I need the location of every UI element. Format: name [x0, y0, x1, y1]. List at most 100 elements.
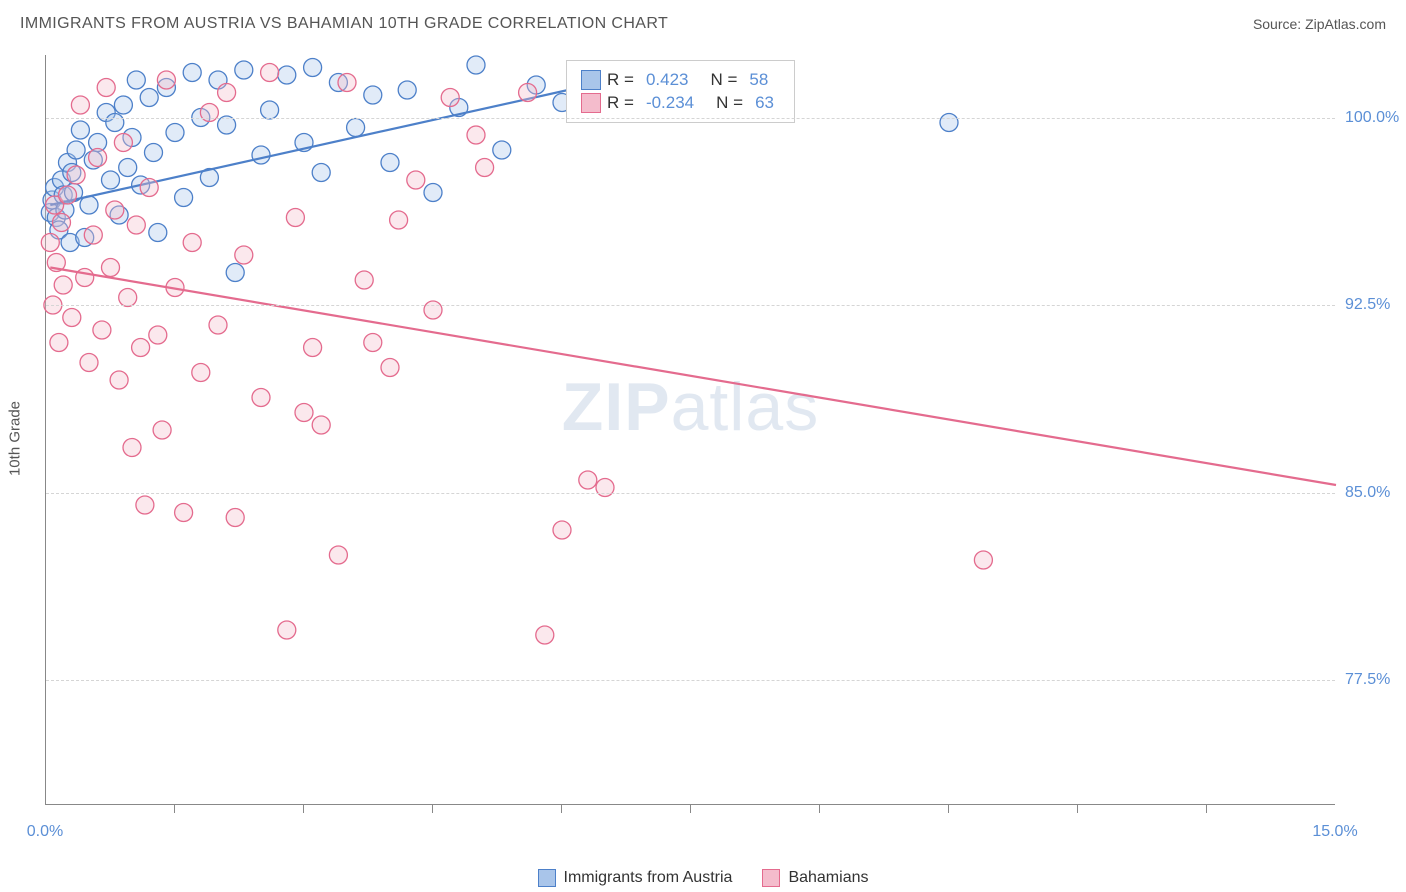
scatter-point	[519, 84, 537, 102]
legend-swatch	[762, 869, 780, 887]
scatter-point	[110, 371, 128, 389]
y-axis-label: 10th Grade	[7, 401, 24, 476]
legend-item: Bahamians	[762, 869, 868, 887]
scatter-point	[123, 439, 141, 457]
scatter-point	[93, 321, 111, 339]
scatter-point	[278, 66, 296, 84]
scatter-point	[261, 101, 279, 119]
scatter-point	[175, 504, 193, 522]
y-tick-label: 92.5%	[1345, 296, 1390, 314]
stats-row: R =0.423N =58	[581, 70, 780, 90]
scatter-point	[52, 214, 70, 232]
scatter-point	[286, 209, 304, 227]
chart-header: IMMIGRANTS FROM AUSTRIA VS BAHAMIAN 10TH…	[20, 15, 1386, 33]
stats-n-value: 58	[749, 70, 768, 90]
scatter-point	[102, 259, 120, 277]
scatter-point	[295, 404, 313, 422]
scatter-point	[304, 59, 322, 77]
legend-label: Bahamians	[788, 869, 868, 887]
stats-r-value: -0.234	[646, 93, 694, 113]
plot-region: ZIPatlas R =0.423N =58R =-0.234N =63	[45, 55, 1335, 805]
legend-item: Immigrants from Austria	[538, 869, 733, 887]
scatter-point	[67, 166, 85, 184]
scatter-point	[441, 89, 459, 107]
x-tick-label: 0.0%	[27, 823, 63, 841]
scatter-point	[579, 471, 597, 489]
scatter-point	[71, 96, 89, 114]
legend-swatch	[581, 70, 601, 90]
scatter-point	[136, 496, 154, 514]
scatter-point	[329, 546, 347, 564]
x-tick-mark	[690, 805, 691, 813]
scatter-point	[226, 509, 244, 527]
scatter-point	[67, 141, 85, 159]
scatter-point	[153, 421, 171, 439]
scatter-point	[381, 359, 399, 377]
scatter-point	[338, 74, 356, 92]
scatter-point	[398, 81, 416, 99]
scatter-point	[252, 146, 270, 164]
scatter-point	[364, 86, 382, 104]
x-tick-mark	[1077, 805, 1078, 813]
scatter-point	[175, 189, 193, 207]
scatter-point	[312, 164, 330, 182]
chart-area: 10th Grade ZIPatlas R =0.423N =58R =-0.2…	[45, 55, 1375, 805]
scatter-point	[278, 621, 296, 639]
scatter-point	[974, 551, 992, 569]
scatter-point	[381, 154, 399, 172]
chart-source: Source: ZipAtlas.com	[1253, 16, 1386, 32]
scatter-point	[89, 149, 107, 167]
scatter-point	[84, 226, 102, 244]
scatter-point	[536, 626, 554, 644]
scatter-point	[59, 186, 77, 204]
scatter-point	[312, 416, 330, 434]
scatter-point	[114, 96, 132, 114]
scatter-point	[200, 104, 218, 122]
scatter-point	[183, 234, 201, 252]
scatter-point	[140, 179, 158, 197]
scatter-point	[407, 171, 425, 189]
scatter-point	[97, 79, 115, 97]
x-tick-label: 15.0%	[1312, 823, 1357, 841]
stats-n-value: 63	[755, 93, 774, 113]
scatter-point	[390, 211, 408, 229]
stats-row: R = -0.234 N = 63	[581, 93, 780, 113]
stats-r-label: R =	[607, 93, 634, 113]
scatter-point	[145, 144, 163, 162]
scatter-point	[218, 84, 236, 102]
trend-line	[50, 268, 1336, 486]
gridline	[46, 118, 1335, 119]
x-tick-mark	[174, 805, 175, 813]
scatter-point	[127, 71, 145, 89]
stats-n-label: N =	[710, 70, 737, 90]
scatter-point	[106, 201, 124, 219]
scatter-point	[119, 159, 137, 177]
scatter-point	[226, 264, 244, 282]
scatter-point	[235, 246, 253, 264]
scatter-point	[467, 56, 485, 74]
scatter-point	[493, 141, 511, 159]
scatter-point	[424, 301, 442, 319]
chart-title: IMMIGRANTS FROM AUSTRIA VS BAHAMIAN 10TH…	[20, 15, 668, 33]
scatter-point	[132, 339, 150, 357]
scatter-point	[157, 71, 175, 89]
scatter-point	[304, 339, 322, 357]
scatter-point	[183, 64, 201, 82]
y-tick-label: 77.5%	[1345, 671, 1390, 689]
scatter-point	[149, 224, 167, 242]
scatter-point	[127, 216, 145, 234]
scatter-point	[63, 309, 81, 327]
stats-box: R =0.423N =58R =-0.234N =63	[566, 60, 795, 123]
x-tick-mark	[819, 805, 820, 813]
gridline	[46, 493, 1335, 494]
scatter-point	[467, 126, 485, 144]
scatter-point	[54, 276, 72, 294]
gridline	[46, 305, 1335, 306]
x-tick-mark	[303, 805, 304, 813]
gridline	[46, 680, 1335, 681]
legend-bottom: Immigrants from Austria Bahamians	[0, 869, 1406, 887]
x-tick-mark	[561, 805, 562, 813]
y-tick-label: 85.0%	[1345, 484, 1390, 502]
scatter-point	[119, 289, 137, 307]
stats-n-label: N =	[716, 93, 743, 113]
